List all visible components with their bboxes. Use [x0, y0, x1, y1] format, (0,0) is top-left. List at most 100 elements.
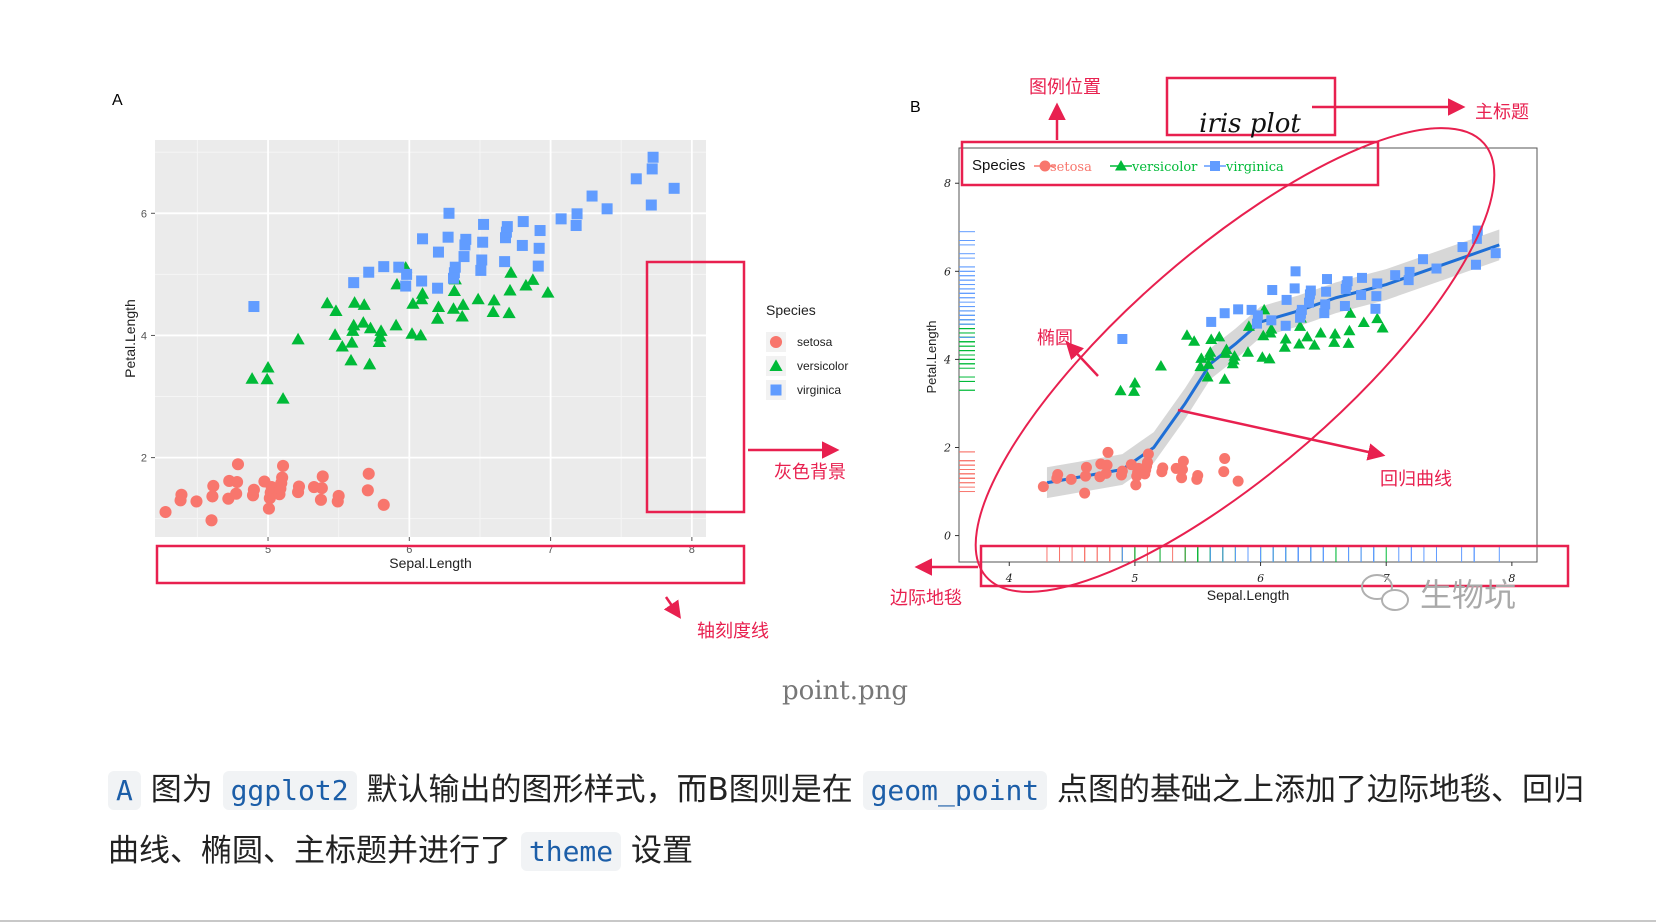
data-point: [1117, 334, 1128, 345]
data-point: [1157, 462, 1169, 474]
watermark: 生物坑: [1361, 574, 1516, 614]
data-point: [1343, 324, 1356, 336]
inline-code-theme: theme: [520, 832, 622, 871]
legend-label: virginica: [797, 383, 841, 397]
data-point: [1301, 330, 1314, 342]
data-point: [1142, 448, 1154, 460]
data-point: [1218, 373, 1231, 384]
data-point: [1251, 318, 1262, 329]
data-point: [458, 251, 470, 263]
data-point: [405, 327, 419, 339]
data-point: [500, 226, 512, 238]
data-point: [533, 242, 545, 254]
data-point: [417, 233, 429, 245]
legend-label: virginica: [1225, 160, 1284, 175]
data-point: [1314, 326, 1327, 338]
data-point: [517, 216, 529, 228]
wechat-icon: [1381, 589, 1409, 611]
data-point: [647, 151, 659, 163]
data-point: [357, 298, 371, 310]
data-point: [645, 199, 657, 211]
data-point: [1371, 312, 1384, 324]
inline-code-a: A: [108, 771, 141, 810]
data-point: [344, 353, 358, 366]
data-point: [260, 372, 274, 385]
data-point: [1220, 343, 1233, 355]
data-point: [1342, 337, 1355, 348]
data-point: [1188, 335, 1201, 346]
data-point: [478, 218, 490, 230]
data-point: [1279, 333, 1292, 344]
data-point: [1219, 453, 1231, 465]
data-point: [1304, 297, 1315, 308]
x-axis-label: Sepal.Length: [1207, 587, 1290, 603]
paragraph-text: 设置: [621, 833, 694, 869]
data-point: [1293, 337, 1306, 349]
data-point: [314, 493, 327, 506]
data-point: [1342, 276, 1353, 287]
y-tick-label: 4: [943, 353, 951, 366]
annotation-arrow: [663, 596, 681, 619]
data-point: [443, 207, 455, 219]
data-point: [159, 505, 172, 519]
y-tick-label: 6: [141, 208, 147, 220]
x-tick-label: 8: [689, 544, 695, 556]
x-tick-label: 8: [1508, 572, 1515, 585]
data-point: [456, 298, 470, 310]
plot-title: iris plot: [1199, 109, 1301, 139]
data-point: [516, 239, 528, 251]
annotation-label: 椭圆: [1037, 328, 1073, 349]
data-point: [432, 282, 444, 294]
data-point: [1204, 346, 1217, 357]
data-point: [501, 221, 513, 233]
confidence-band: [1046, 229, 1500, 499]
data-point: [1128, 377, 1141, 388]
data-point: [1252, 310, 1263, 321]
data-point: [363, 357, 377, 370]
data-point: [258, 475, 271, 488]
data-point: [362, 467, 375, 480]
data-point: [345, 336, 359, 348]
data-point: [1232, 475, 1244, 487]
data-point: [570, 220, 582, 232]
data-point: [262, 502, 275, 515]
data-point: [374, 324, 388, 336]
data-point: [1356, 272, 1367, 283]
data-point: [363, 321, 378, 334]
paragraph-text: 默认输出的图形样式，而B图则是在: [356, 772, 863, 808]
data-point: [1257, 329, 1270, 341]
data-point: [1294, 320, 1307, 331]
data-point: [431, 300, 446, 313]
data-point: [1390, 270, 1401, 281]
data-point: [1201, 371, 1214, 382]
data-point: [447, 272, 459, 284]
y-axis-label: Petal.Length: [122, 299, 138, 378]
description-paragraph: A 图为 ggplot2 默认输出的图形样式，而B图则是在 geom_point…: [108, 760, 1588, 882]
data-point: [459, 239, 471, 251]
data-point: [1100, 467, 1112, 479]
data-point: [519, 278, 533, 291]
data-point: [1431, 263, 1442, 274]
data-point: [1321, 286, 1332, 297]
data-point: [504, 266, 518, 278]
data-point: [630, 173, 642, 185]
data-point: [526, 273, 540, 285]
annotation-box: [155, 544, 746, 585]
data-point: [414, 328, 428, 341]
data-point: [231, 475, 244, 489]
annotation-label: 主标题: [1475, 102, 1529, 123]
y-tick-label: 2: [141, 453, 147, 465]
data-point: [1037, 481, 1049, 493]
data-point: [1290, 266, 1301, 277]
data-point: [406, 297, 420, 309]
paragraph-text: 图为: [140, 772, 223, 808]
x-axis-label: Sepal.Length: [389, 555, 472, 571]
data-point: [205, 514, 218, 527]
data-point: [1141, 456, 1153, 468]
data-point: [1205, 333, 1218, 345]
legend-label: setosa: [1050, 160, 1092, 175]
legend-title: Species: [972, 157, 1025, 174]
data-point: [378, 261, 390, 273]
data-point: [1213, 330, 1226, 342]
